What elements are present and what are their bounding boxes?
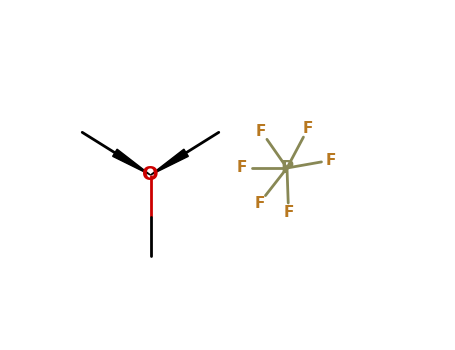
Text: F: F	[237, 161, 248, 175]
Text: F: F	[326, 153, 336, 168]
Polygon shape	[113, 149, 151, 175]
Text: O: O	[142, 166, 159, 184]
Text: F: F	[256, 124, 267, 139]
Text: F: F	[283, 205, 294, 220]
Polygon shape	[151, 149, 188, 175]
Text: F: F	[254, 196, 265, 211]
Text: P: P	[280, 159, 293, 177]
Text: F: F	[303, 121, 313, 136]
